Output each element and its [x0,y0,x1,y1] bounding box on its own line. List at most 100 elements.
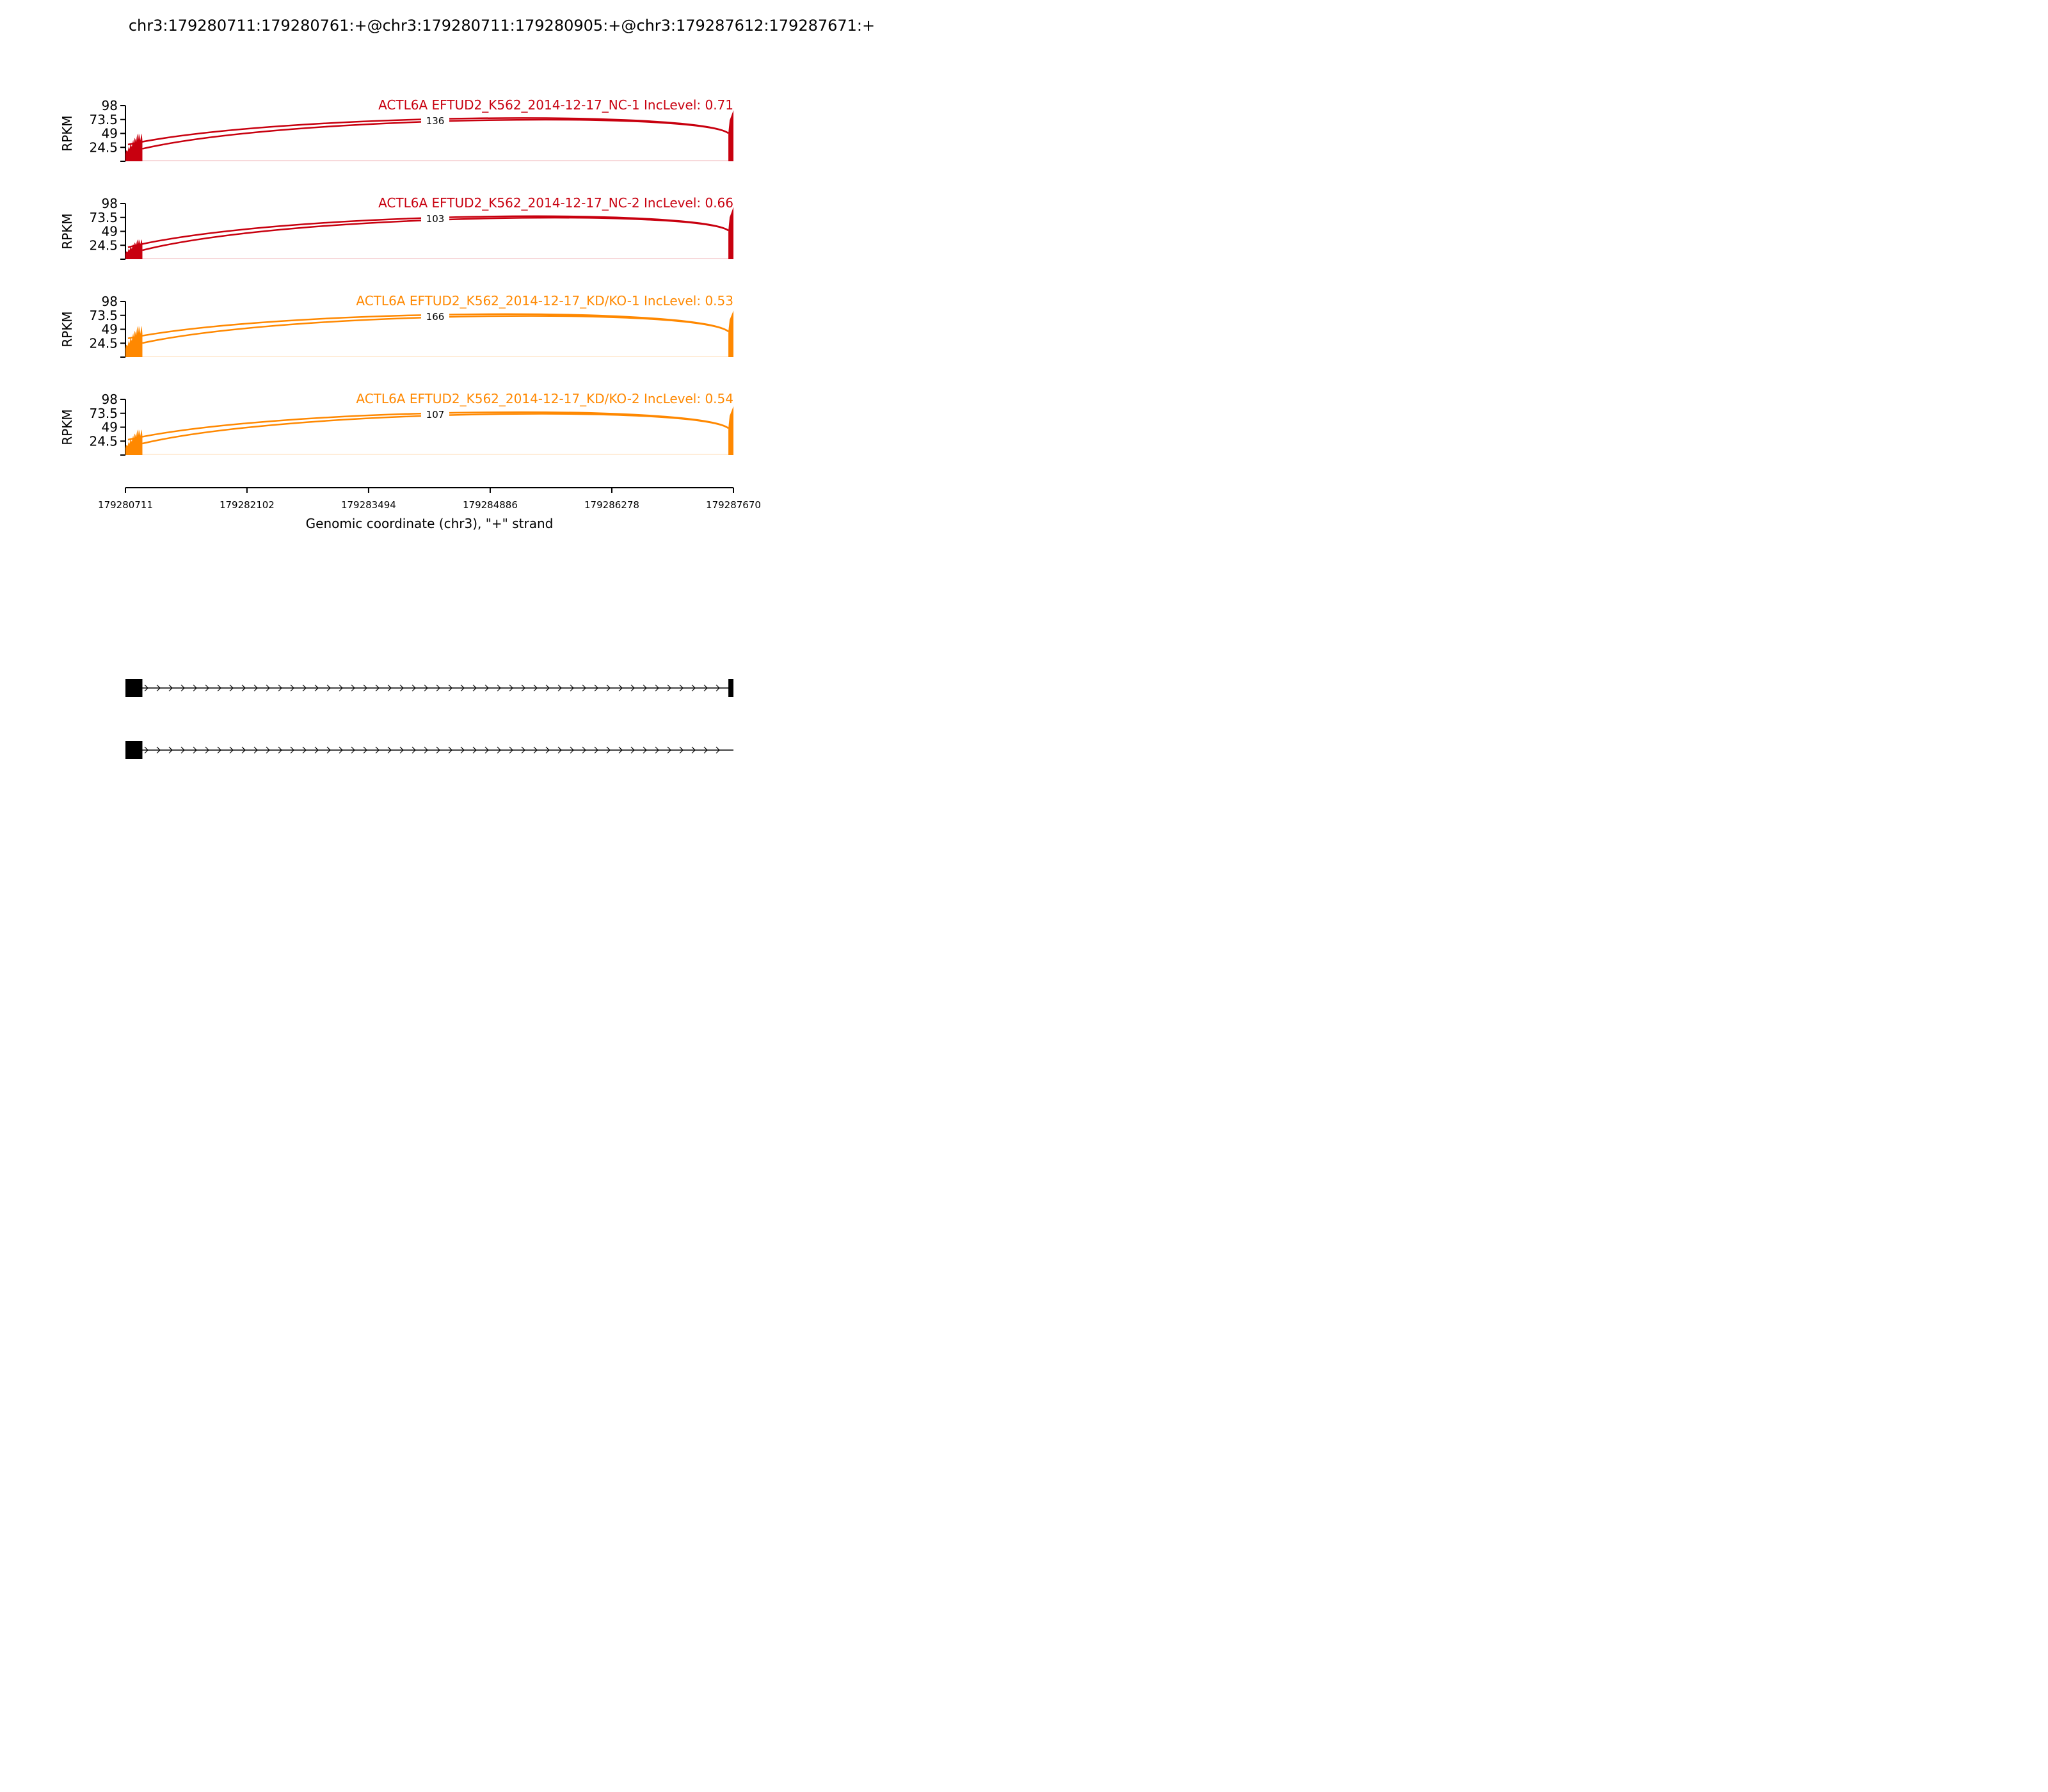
y-tick-label: 98 [102,294,118,309]
exon-block [125,741,143,759]
strand-chevron [570,746,574,754]
y-tick-label: 49 [102,224,118,239]
y-axis-label: RPKM [60,213,75,249]
strand-chevron [363,746,367,754]
strand-chevron [460,684,465,692]
x-tick-label: 179286278 [584,499,639,511]
strand-chevron [472,684,477,692]
y-tick-label: 24.5 [89,335,118,351]
strand-chevron [679,684,684,692]
y-axis-label: RPKM [60,115,75,151]
strand-chevron [716,746,720,754]
strand-chevron [205,746,209,754]
strand-chevron [180,746,185,754]
strand-chevron [643,746,647,754]
strand-chevron [387,746,392,754]
strand-chevron [351,746,355,754]
strand-chevron [655,746,659,754]
strand-chevron [326,746,331,754]
strand-chevron [241,684,246,692]
x-axis-label: Genomic coordinate (chr3), "+" strand [306,516,554,531]
strand-chevron [193,684,197,692]
strand-chevron [448,684,452,692]
strand-chevron [314,684,319,692]
strand-chevron [266,746,270,754]
strand-chevron [229,746,234,754]
strand-chevron [266,684,270,692]
exon1-coverage [125,429,143,455]
strand-chevron [497,746,501,754]
figure-title: chr3:179280711:179280761:+@chr3:17928071… [129,17,875,35]
strand-chevron [509,746,513,754]
strand-chevron [156,684,161,692]
track-title: ACTL6A EFTUD2_K562_2014-12-17_KD/KO-1 In… [356,293,733,308]
strand-chevron [253,684,258,692]
strand-chevron [448,746,452,754]
strand-chevron [424,746,428,754]
strand-chevron [545,746,550,754]
strand-chevron [716,684,720,692]
strand-chevron [630,684,635,692]
strand-chevron [412,746,416,754]
y-tick-label: 98 [102,196,118,211]
strand-chevron [484,684,489,692]
strand-chevron [302,746,307,754]
strand-chevron [278,684,282,692]
y-tick-label: 73.5 [89,112,118,127]
y-tick-label: 73.5 [89,406,118,421]
strand-chevron [509,684,513,692]
strand-chevron [436,746,440,754]
strand-chevron [253,746,258,754]
strand-chevron [217,746,221,754]
strand-chevron [557,684,562,692]
strand-chevron [241,746,246,754]
strand-chevron [594,746,598,754]
strand-chevron [618,684,623,692]
strand-chevron [290,746,294,754]
strand-chevron [156,746,161,754]
exon2-coverage [728,406,733,455]
isoform-2 [125,741,733,759]
strand-chevron [326,684,331,692]
junction-arc [142,216,729,252]
strand-chevron [339,746,343,754]
strand-chevron [387,684,392,692]
strand-chevron [363,684,367,692]
y-tick-label: 73.5 [89,308,118,323]
exon-block [125,679,143,697]
y-tick-label: 24.5 [89,237,118,253]
strand-chevron [193,746,197,754]
junction-count-box [421,309,449,323]
exon1-coverage [125,239,143,259]
strand-chevron [314,746,319,754]
strand-chevron [691,684,696,692]
strand-chevron [278,746,282,754]
strand-chevron [655,684,659,692]
strand-chevron [217,684,221,692]
y-tick-label: 49 [102,322,118,337]
y-tick-label: 49 [102,420,118,435]
strand-chevron [557,746,562,754]
strand-chevron [472,746,477,754]
y-tick-label: 98 [102,98,118,113]
strand-chevron [643,684,647,692]
strand-chevron [703,684,708,692]
strand-chevron [375,746,380,754]
strand-chevron [436,684,440,692]
strand-chevron [533,746,538,754]
strand-chevron [570,684,574,692]
x-axis: 179280711 179282102 179283494 179284886 1792… [98,487,761,511]
strand-chevron [618,746,623,754]
strand-chevron [399,746,404,754]
junction-count: 107 [426,409,445,420]
exon2-coverage [728,310,733,357]
exon1-coverage [125,326,143,357]
strand-chevron [412,684,416,692]
track-title: ACTL6A EFTUD2_K562_2014-12-17_NC-1 IncLe… [378,97,733,113]
junction-arc [142,315,729,344]
strand-chevron [290,684,294,692]
y-tick-label: 49 [102,126,118,141]
strand-chevron [545,684,550,692]
